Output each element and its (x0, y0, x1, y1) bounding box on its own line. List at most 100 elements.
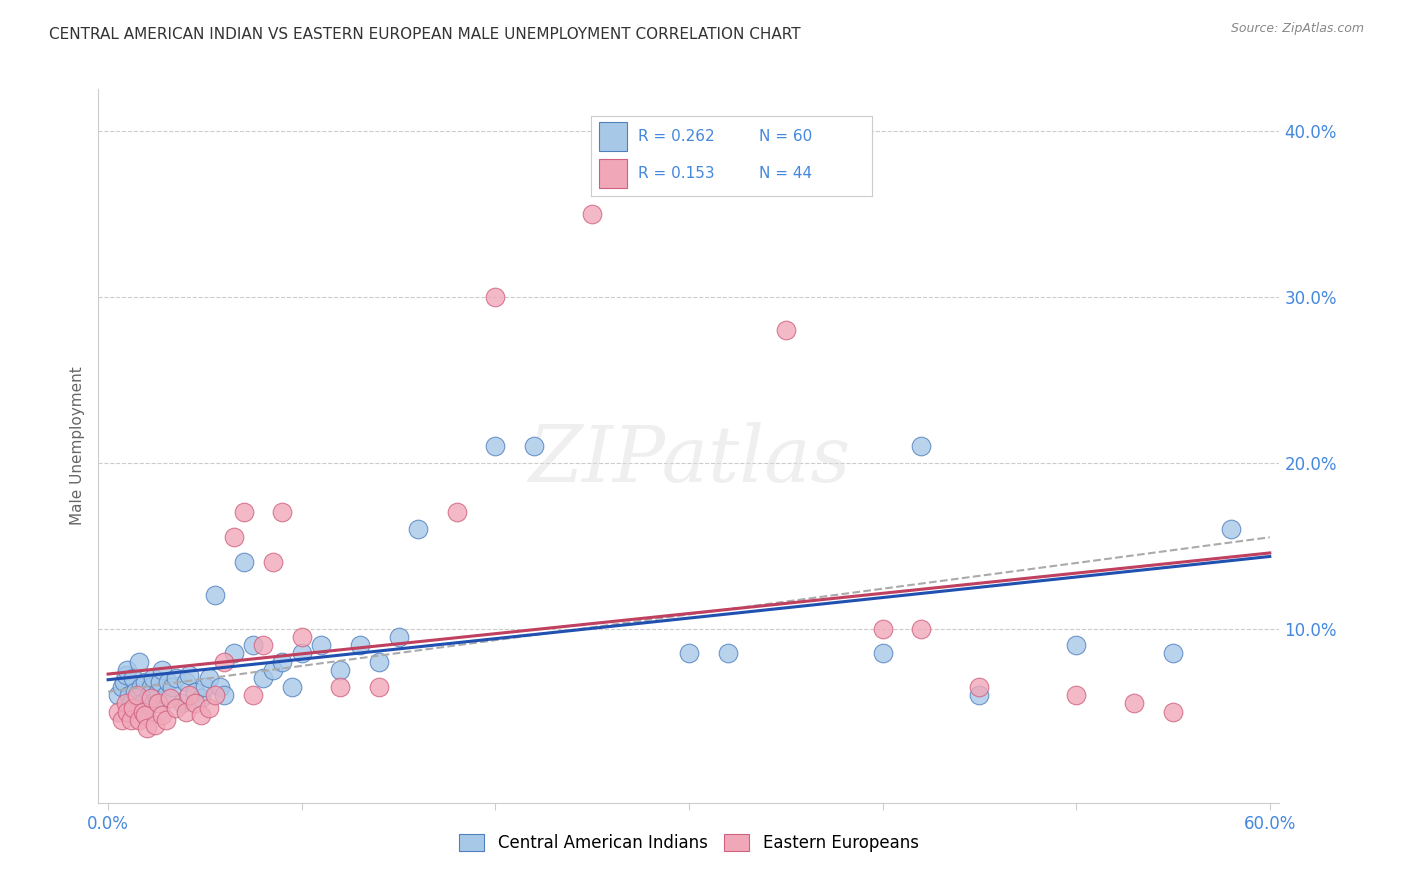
Point (155, 688, 177, 702)
Point (138, 688, 160, 702)
Point (969, 688, 991, 702)
Point (872, 622, 894, 636)
Text: R = 0.262: R = 0.262 (638, 129, 714, 145)
Point (155, 713, 177, 727)
Point (132, 696, 155, 710)
Point (678, 647, 700, 661)
Point (581, 207, 603, 221)
Point (179, 668, 201, 682)
Point (184, 684, 207, 698)
Point (242, 688, 264, 702)
Point (120, 713, 142, 727)
Point (107, 705, 129, 719)
Text: ZIPatlas: ZIPatlas (527, 422, 851, 499)
Point (111, 713, 134, 727)
Point (252, 638, 274, 652)
Point (128, 655, 150, 669)
Point (214, 655, 236, 669)
Point (184, 696, 207, 710)
Point (252, 671, 274, 685)
Point (174, 674, 197, 689)
Point (910, 622, 932, 636)
Point (165, 671, 187, 685)
Point (1161, 705, 1184, 719)
Text: N = 60: N = 60 (759, 129, 813, 145)
Point (204, 588, 226, 602)
Point (446, 505, 468, 519)
Point (127, 691, 149, 706)
Point (143, 718, 166, 732)
Point (132, 705, 155, 719)
Point (1220, 522, 1243, 536)
Point (142, 671, 165, 685)
Point (150, 663, 173, 677)
Point (122, 701, 145, 715)
Point (368, 655, 391, 669)
Point (107, 688, 129, 702)
Point (174, 705, 197, 719)
Point (127, 688, 149, 702)
Point (135, 701, 157, 715)
Point (111, 680, 134, 694)
Point (118, 688, 141, 702)
Point (204, 688, 226, 702)
Point (157, 674, 180, 689)
Point (406, 522, 429, 536)
Point (160, 680, 183, 694)
Point (112, 674, 135, 689)
Point (329, 680, 352, 694)
Point (150, 707, 173, 722)
Point (124, 684, 146, 698)
Point (222, 530, 245, 544)
Text: CENTRAL AMERICAN INDIAN VS EASTERN EUROPEAN MALE UNEMPLOYMENT CORRELATION CHART: CENTRAL AMERICAN INDIAN VS EASTERN EUROP… (49, 27, 801, 42)
Point (910, 439, 932, 453)
Point (134, 674, 156, 689)
Point (122, 671, 145, 685)
Point (128, 713, 150, 727)
Point (232, 505, 254, 519)
Point (368, 680, 391, 694)
Point (117, 663, 139, 677)
Point (135, 721, 157, 735)
Point (291, 647, 314, 661)
Point (242, 638, 264, 652)
Point (969, 680, 991, 694)
Point (872, 647, 894, 661)
Bar (599, 160, 627, 188)
Point (197, 701, 219, 715)
Legend: Central American Indians, Eastern Europeans: Central American Indians, Eastern Europe… (453, 827, 925, 859)
Point (194, 680, 217, 694)
Point (165, 701, 187, 715)
Point (349, 638, 371, 652)
Point (190, 707, 212, 722)
Point (149, 674, 172, 689)
Point (232, 555, 254, 569)
Point (145, 691, 167, 706)
Point (262, 663, 284, 677)
Point (1064, 688, 1087, 702)
Text: R = 0.153: R = 0.153 (638, 166, 714, 181)
Point (114, 696, 136, 710)
Point (139, 691, 162, 706)
Point (309, 638, 332, 652)
Point (148, 696, 170, 710)
Point (281, 680, 304, 694)
Point (114, 668, 136, 682)
Point (179, 688, 201, 702)
Point (120, 696, 142, 710)
Point (1123, 696, 1146, 710)
Point (291, 630, 314, 644)
Text: Source: ZipAtlas.com: Source: ZipAtlas.com (1230, 22, 1364, 36)
Point (209, 680, 232, 694)
Y-axis label: Male Unemployment: Male Unemployment (69, 367, 84, 525)
Point (387, 630, 409, 644)
Point (159, 691, 181, 706)
Point (484, 290, 506, 304)
Point (775, 323, 797, 337)
Point (129, 680, 152, 694)
Point (262, 555, 284, 569)
Point (717, 647, 740, 661)
Point (1161, 647, 1184, 661)
Point (139, 680, 162, 694)
Point (271, 655, 294, 669)
